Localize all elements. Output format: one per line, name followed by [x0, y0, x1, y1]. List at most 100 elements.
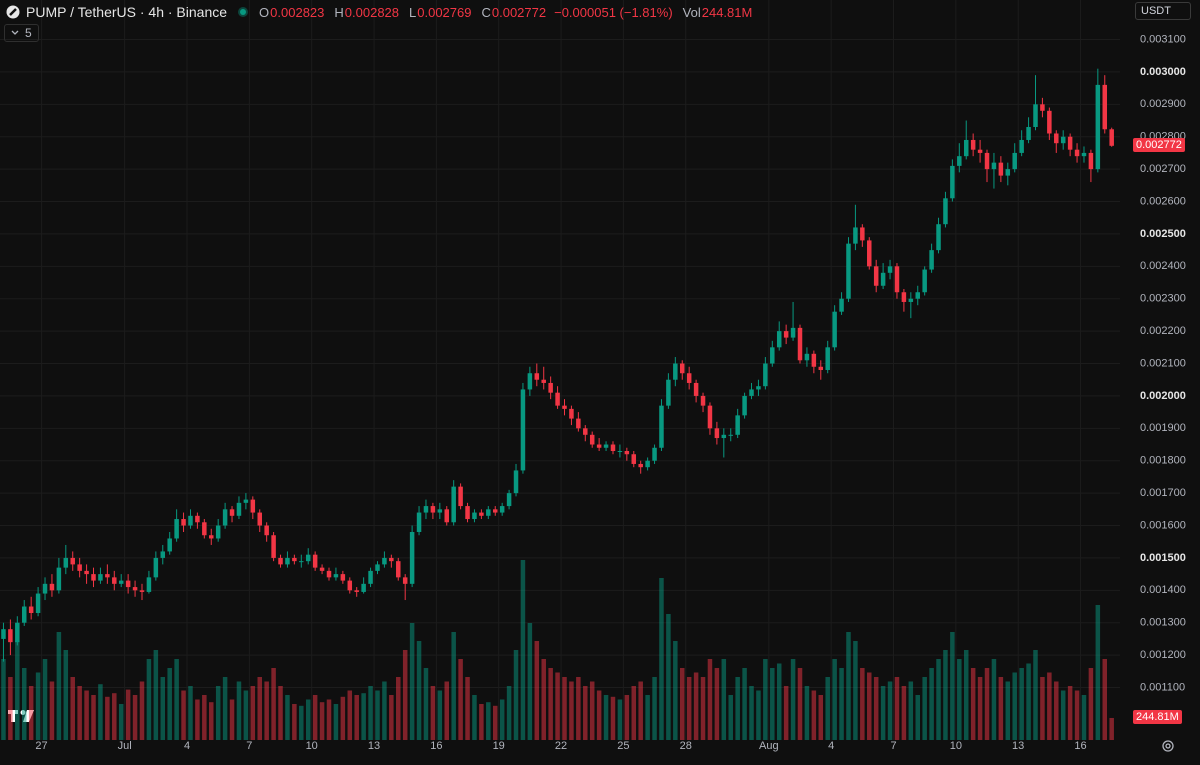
candle-body [991, 162, 997, 170]
candle-body [541, 379, 546, 383]
volume-bar [382, 681, 387, 740]
candle-body [707, 405, 713, 429]
x-tick-label: 10 [950, 740, 962, 752]
symbol-title[interactable]: PUMP / TetherUS · 4h · Binance [26, 4, 228, 20]
y-tick-label: 0.002400 [1140, 260, 1186, 272]
candle-body [735, 415, 740, 435]
settings-icon[interactable] [1162, 740, 1174, 752]
open-value: 0.002823 [270, 4, 325, 20]
volume-bar [340, 696, 346, 740]
candle-body [853, 227, 858, 244]
volume-bar [763, 659, 768, 740]
volume-bar [846, 632, 851, 740]
volume-bar [312, 695, 318, 740]
volume-bar [257, 677, 262, 740]
candle-body [181, 519, 186, 526]
last-price-label: 0.002772 [1133, 137, 1185, 152]
volume-bar [853, 641, 858, 740]
candle-body [167, 538, 172, 552]
volume-bar [35, 672, 41, 740]
candle-body [347, 580, 353, 591]
volume-bar [645, 695, 650, 740]
volume-bar [112, 693, 117, 740]
candle-body [299, 561, 304, 563]
candle-body [659, 405, 664, 448]
volume-label: Vol [682, 4, 701, 20]
candle-body [548, 382, 553, 393]
y-tick-label: 0.001900 [1140, 422, 1186, 434]
low-label: L [409, 4, 417, 20]
volume-bar [576, 677, 581, 740]
volume-bar [98, 684, 103, 740]
candle-body [818, 366, 824, 370]
candle-body [1088, 152, 1094, 170]
candle-body [285, 557, 290, 565]
candle-body [790, 327, 796, 338]
candle-body [70, 557, 75, 565]
candle-body [839, 298, 844, 312]
candle-body [125, 580, 131, 588]
volume-bar [1026, 663, 1031, 740]
candle-body [714, 428, 720, 439]
candle-body [1102, 84, 1108, 130]
volume-bar [465, 677, 470, 740]
x-tick-label: 16 [1074, 740, 1086, 752]
candle-body [444, 509, 450, 523]
volume-bar [222, 677, 228, 740]
candle-body [215, 525, 221, 539]
candle-body [534, 373, 540, 380]
candle-body [950, 165, 955, 199]
candle-body [375, 564, 380, 571]
volume-bar [229, 699, 235, 740]
volume-bar [541, 659, 546, 740]
x-tick-label: 7 [246, 740, 252, 752]
volume-bar [1081, 695, 1087, 740]
volume-bar [887, 681, 893, 740]
volume-bar [250, 686, 256, 740]
candle-body [354, 590, 359, 592]
candle-body [326, 570, 332, 578]
volume-bar [804, 686, 810, 740]
candle-body [908, 298, 914, 302]
x-tick-label: 7 [890, 740, 896, 752]
volume-bar [63, 650, 69, 740]
volume-bar [617, 699, 623, 740]
volume-bar [285, 695, 290, 740]
candle-body [112, 577, 117, 584]
volume-bar [153, 650, 159, 740]
candle-body [319, 567, 325, 571]
volume-bar [28, 686, 34, 740]
volume-bar [957, 659, 962, 740]
volume-bar [236, 681, 242, 740]
volume-bar [825, 677, 830, 740]
candle-body [867, 240, 872, 267]
indicators-toggle[interactable]: 5 [4, 24, 39, 42]
volume-bar [693, 672, 699, 740]
candle-body [666, 379, 671, 406]
currency-selector[interactable]: USDT [1135, 2, 1191, 20]
candle-body [763, 363, 768, 387]
high-label: H [334, 4, 344, 20]
volume-bar [15, 641, 20, 740]
candle-body [1, 629, 6, 639]
candle-body [49, 583, 55, 591]
volume-bar [714, 668, 720, 740]
volume-bar [292, 704, 297, 740]
candle-body [1019, 139, 1024, 153]
candle-body [8, 629, 13, 643]
volume-bar [444, 681, 450, 740]
candle-body [673, 363, 678, 380]
volume-bar [1040, 677, 1045, 740]
candle-body [1005, 169, 1011, 176]
volume-bar [569, 681, 574, 740]
volume-bar [562, 677, 567, 740]
candle-body [465, 506, 470, 520]
volume-bar [319, 702, 325, 740]
volume-bar [610, 696, 616, 740]
volume-bar [548, 668, 553, 740]
volume-bar [680, 668, 685, 740]
candle-body [596, 444, 602, 448]
candle-body [312, 554, 318, 568]
volume-bar [305, 699, 311, 740]
volume-bar [721, 659, 727, 740]
